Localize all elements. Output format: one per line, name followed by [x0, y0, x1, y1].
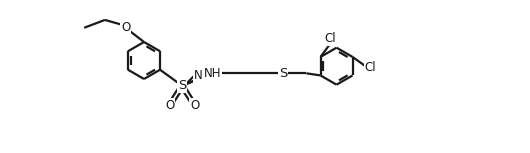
Text: N: N	[194, 69, 203, 82]
Text: S: S	[178, 79, 186, 92]
Text: Cl: Cl	[365, 61, 376, 74]
Text: S: S	[279, 67, 287, 80]
Text: O: O	[165, 99, 174, 112]
Text: NH: NH	[204, 67, 221, 80]
Text: Cl: Cl	[325, 32, 336, 45]
Text: O: O	[121, 21, 130, 34]
Text: H: H	[204, 69, 212, 82]
Text: O: O	[190, 99, 199, 112]
